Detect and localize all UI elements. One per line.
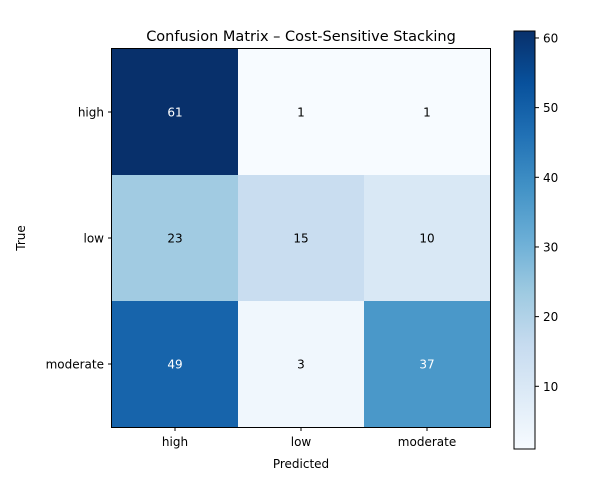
colorbar-gradient bbox=[514, 31, 535, 449]
cell-value-label: 23 bbox=[167, 232, 182, 246]
heatmap-cell bbox=[238, 301, 365, 428]
y-tick-label: moderate bbox=[46, 358, 104, 372]
y-axis-label: True bbox=[14, 225, 28, 252]
colorbar-tick-label: 50 bbox=[543, 101, 558, 115]
heatmap-cells bbox=[112, 49, 491, 428]
y-tick-label: low bbox=[84, 232, 105, 246]
heatmap-cell bbox=[112, 175, 239, 302]
heatmap-cell bbox=[238, 49, 365, 176]
heatmap-cell bbox=[238, 175, 365, 302]
cell-value-label: 49 bbox=[167, 358, 182, 372]
cell-value-label: 15 bbox=[293, 232, 308, 246]
y-axis-ticks: high low moderate bbox=[46, 106, 112, 372]
heatmap-cell bbox=[364, 175, 491, 302]
plot-frame bbox=[111, 48, 491, 428]
heatmap-cell bbox=[364, 301, 491, 428]
x-tick-label: low bbox=[291, 435, 312, 449]
colorbar-frame bbox=[513, 30, 536, 450]
heatmap-cell bbox=[112, 49, 239, 176]
cell-value-label: 37 bbox=[419, 358, 434, 372]
x-tick-label: moderate bbox=[398, 435, 456, 449]
colorbar-ticks: 10 20 30 40 50 60 bbox=[535, 31, 558, 394]
cell-value-label: 1 bbox=[423, 106, 431, 120]
colorbar-tick-label: 40 bbox=[543, 171, 558, 185]
y-tick-label: high bbox=[78, 106, 104, 120]
x-axis-ticks: high low moderate bbox=[162, 427, 456, 449]
colorbar-tick-label: 20 bbox=[543, 310, 558, 324]
colorbar-tick-label: 10 bbox=[543, 380, 558, 394]
cell-value-label: 61 bbox=[167, 106, 182, 120]
heatmap-cell bbox=[364, 49, 491, 176]
cell-value-label: 1 bbox=[297, 106, 305, 120]
x-axis-label: Predicted bbox=[273, 457, 329, 471]
cell-value-label: 3 bbox=[297, 358, 305, 372]
heatmap-cell bbox=[112, 301, 239, 428]
heatmap-annotations: 61 1 1 23 15 10 49 3 37 bbox=[167, 106, 434, 372]
cell-value-label: 10 bbox=[419, 232, 434, 246]
colorbar: 10 20 30 40 50 60 bbox=[513, 30, 558, 450]
x-tick-label: high bbox=[162, 435, 188, 449]
chart-title: Confusion Matrix – Cost-Sensitive Stacki… bbox=[146, 29, 456, 45]
colorbar-tick-label: 60 bbox=[543, 31, 558, 45]
colorbar-tick-label: 30 bbox=[543, 240, 558, 254]
